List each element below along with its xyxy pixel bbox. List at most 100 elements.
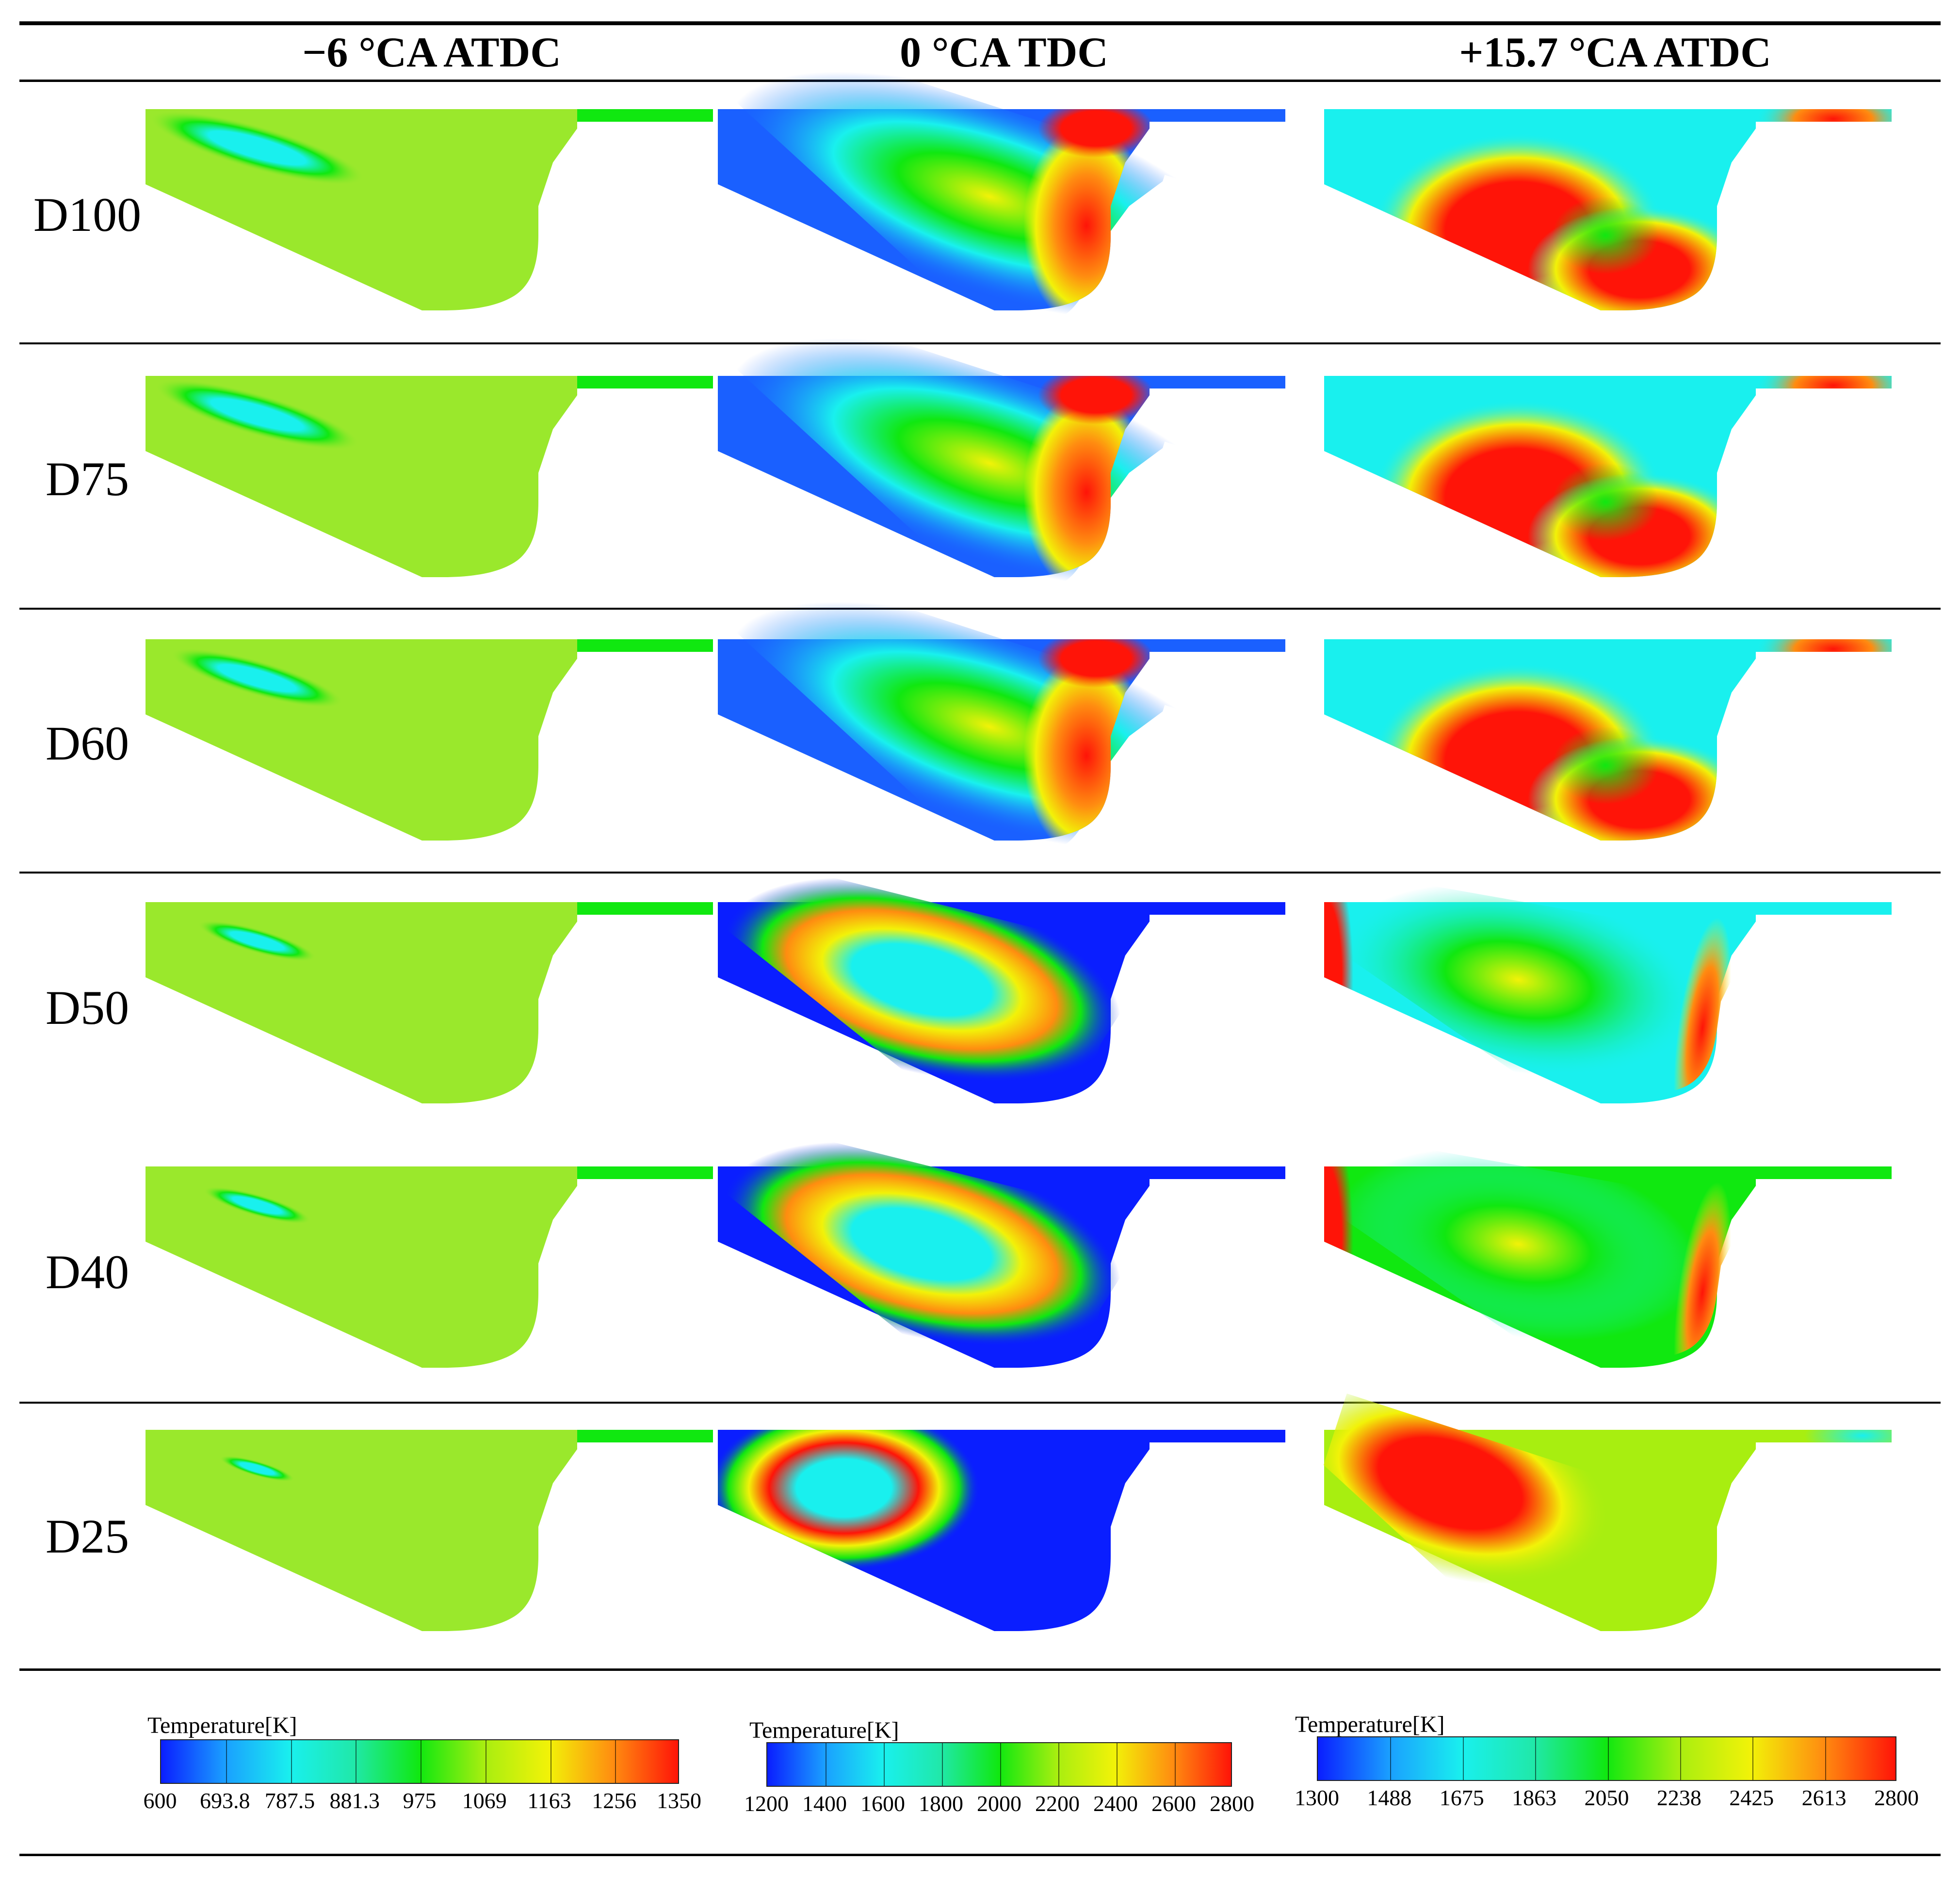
colorbar-tick-label: 2238 xyxy=(1656,1785,1701,1810)
colorbar-tick xyxy=(1058,1743,1059,1786)
colorbar-tick xyxy=(1680,1737,1681,1780)
temperature-contour-panel xyxy=(146,639,713,841)
colorbar-tick xyxy=(615,1740,616,1783)
colorbar-tick xyxy=(1607,1737,1609,1780)
temperature-region xyxy=(1552,196,1659,274)
temperature-contour-panel xyxy=(718,71,1285,322)
squish-region xyxy=(577,902,713,915)
temperature-contour-panel xyxy=(1324,883,1892,1129)
colorbar-tick xyxy=(1000,1743,1001,1786)
temperature-contour-panel xyxy=(718,1142,1285,1368)
colorbar-tick xyxy=(1752,1737,1754,1780)
colorbar-tick xyxy=(1390,1737,1392,1780)
legend-middle: Temperature[K] 1200 1400 1600 1800 2000 2200 2… xyxy=(744,1712,1283,1853)
header-rule xyxy=(19,80,1941,82)
temperature-region xyxy=(198,920,316,962)
colorbar-tick-label: 1400 xyxy=(802,1791,847,1816)
colorbar-tick xyxy=(1825,1737,1826,1780)
colorbar xyxy=(766,1742,1232,1787)
colorbar-tick-label: 1256 xyxy=(592,1788,637,1813)
colorbar-tick xyxy=(1535,1737,1537,1780)
temperature-region xyxy=(1756,109,1892,148)
colorbar-tick-label: 2600 xyxy=(1151,1791,1196,1816)
temperature-contour-panel xyxy=(146,376,713,577)
temperature-region xyxy=(149,111,365,185)
colorbar-tick-label: 2400 xyxy=(1093,1791,1138,1816)
colorbar-tick-label: 881.3 xyxy=(329,1788,380,1813)
squish-region xyxy=(577,1166,713,1179)
colorbar-tick xyxy=(884,1743,885,1786)
column-header: −6 °CA ATDC xyxy=(302,29,561,76)
row-label: D40 xyxy=(45,1245,130,1299)
temperature-contour-panel xyxy=(146,1430,713,1631)
temperature-region xyxy=(1674,918,1731,1129)
colorbar-tick-label: 1300 xyxy=(1295,1785,1339,1810)
temperature-contour-panel xyxy=(1324,376,1892,577)
colorbar-tick xyxy=(291,1740,292,1783)
legend-title: Temperature[K] xyxy=(1295,1712,1445,1737)
temperature-region xyxy=(155,379,359,450)
temperature-contour-panel xyxy=(718,338,1285,588)
temperature-region xyxy=(1756,376,1892,415)
colorbar-tick-label: 1069 xyxy=(462,1788,507,1813)
colorbar-tick xyxy=(1462,1737,1464,1780)
colorbar-tick-label: 2200 xyxy=(1035,1791,1080,1816)
column-header: +15.7 °CA ATDC xyxy=(1459,29,1771,76)
temperature-region xyxy=(718,1430,980,1570)
colorbar-tick-label: 1863 xyxy=(1512,1785,1557,1810)
temperature-region xyxy=(1038,109,1154,158)
colorbar-tick-label: 1163 xyxy=(527,1788,571,1813)
temperature-region xyxy=(1038,376,1154,424)
colorbar-tick-label: 1675 xyxy=(1439,1785,1484,1810)
bottom-rule xyxy=(19,1854,1941,1856)
colorbar-tick-label: 693.8 xyxy=(200,1788,250,1813)
temperature-contour-panel xyxy=(146,902,713,1103)
temperature-contour-panel xyxy=(1324,1148,1892,1393)
row-label: D60 xyxy=(45,716,130,770)
legend-title: Temperature[K] xyxy=(147,1713,297,1738)
row-divider xyxy=(19,872,1941,874)
colorbar-tick-label: 2800 xyxy=(1210,1791,1254,1816)
colorbar xyxy=(1317,1736,1896,1781)
squish-region xyxy=(577,639,713,652)
temperature-contour-panel xyxy=(146,109,713,310)
colorbar-tick-label: 2800 xyxy=(1874,1785,1919,1810)
row-label: D50 xyxy=(45,981,130,1035)
temperature-region xyxy=(1804,1430,1892,1455)
temperature-region xyxy=(1552,463,1659,541)
colorbar-tick-label: 600 xyxy=(143,1788,177,1813)
colorbar-tick xyxy=(942,1743,943,1786)
colorbar-tick-label: 2000 xyxy=(977,1791,1021,1816)
temperature-region xyxy=(1674,1182,1731,1393)
row-label: D100 xyxy=(33,188,142,242)
legend-title: Temperature[K] xyxy=(749,1717,899,1743)
colorbar-tick-label: 975 xyxy=(403,1788,437,1813)
temperature-region xyxy=(1324,902,1353,1101)
colorbar-tick xyxy=(1117,1743,1118,1786)
colorbar-tick xyxy=(226,1740,227,1783)
temperature-contour-panel xyxy=(146,1166,713,1368)
temperature-region xyxy=(1756,639,1892,678)
colorbar-tick-label: 1600 xyxy=(860,1791,905,1816)
legend-rule xyxy=(19,1668,1941,1671)
colorbar-tick-label: 1350 xyxy=(657,1788,701,1813)
colorbar-tick-label: 2425 xyxy=(1729,1785,1774,1810)
top-rule xyxy=(19,21,1941,25)
temperature-contour-panel xyxy=(1324,109,1892,310)
temperature-region xyxy=(171,648,343,708)
colorbar-tick-label: 1800 xyxy=(919,1791,963,1816)
temperature-region xyxy=(1324,1166,1353,1365)
squish-region xyxy=(577,109,713,122)
row-label: D25 xyxy=(45,1509,130,1563)
temperature-region xyxy=(1038,639,1154,688)
colorbar-tick xyxy=(1175,1743,1176,1786)
colorbar-tick-label: 1488 xyxy=(1367,1785,1412,1810)
legend-right: Temperature[K] 1300 1488 1675 1863 2050 2238 2… xyxy=(1295,1706,1940,1852)
row-divider xyxy=(19,1402,1941,1404)
temperature-contour-panel xyxy=(1324,639,1892,841)
colorbar xyxy=(160,1739,679,1784)
colorbar-tick-label: 2050 xyxy=(1584,1785,1629,1810)
temperature-contour-panel xyxy=(718,601,1285,852)
row-label: D75 xyxy=(45,452,130,506)
temperature-region xyxy=(219,1456,295,1482)
